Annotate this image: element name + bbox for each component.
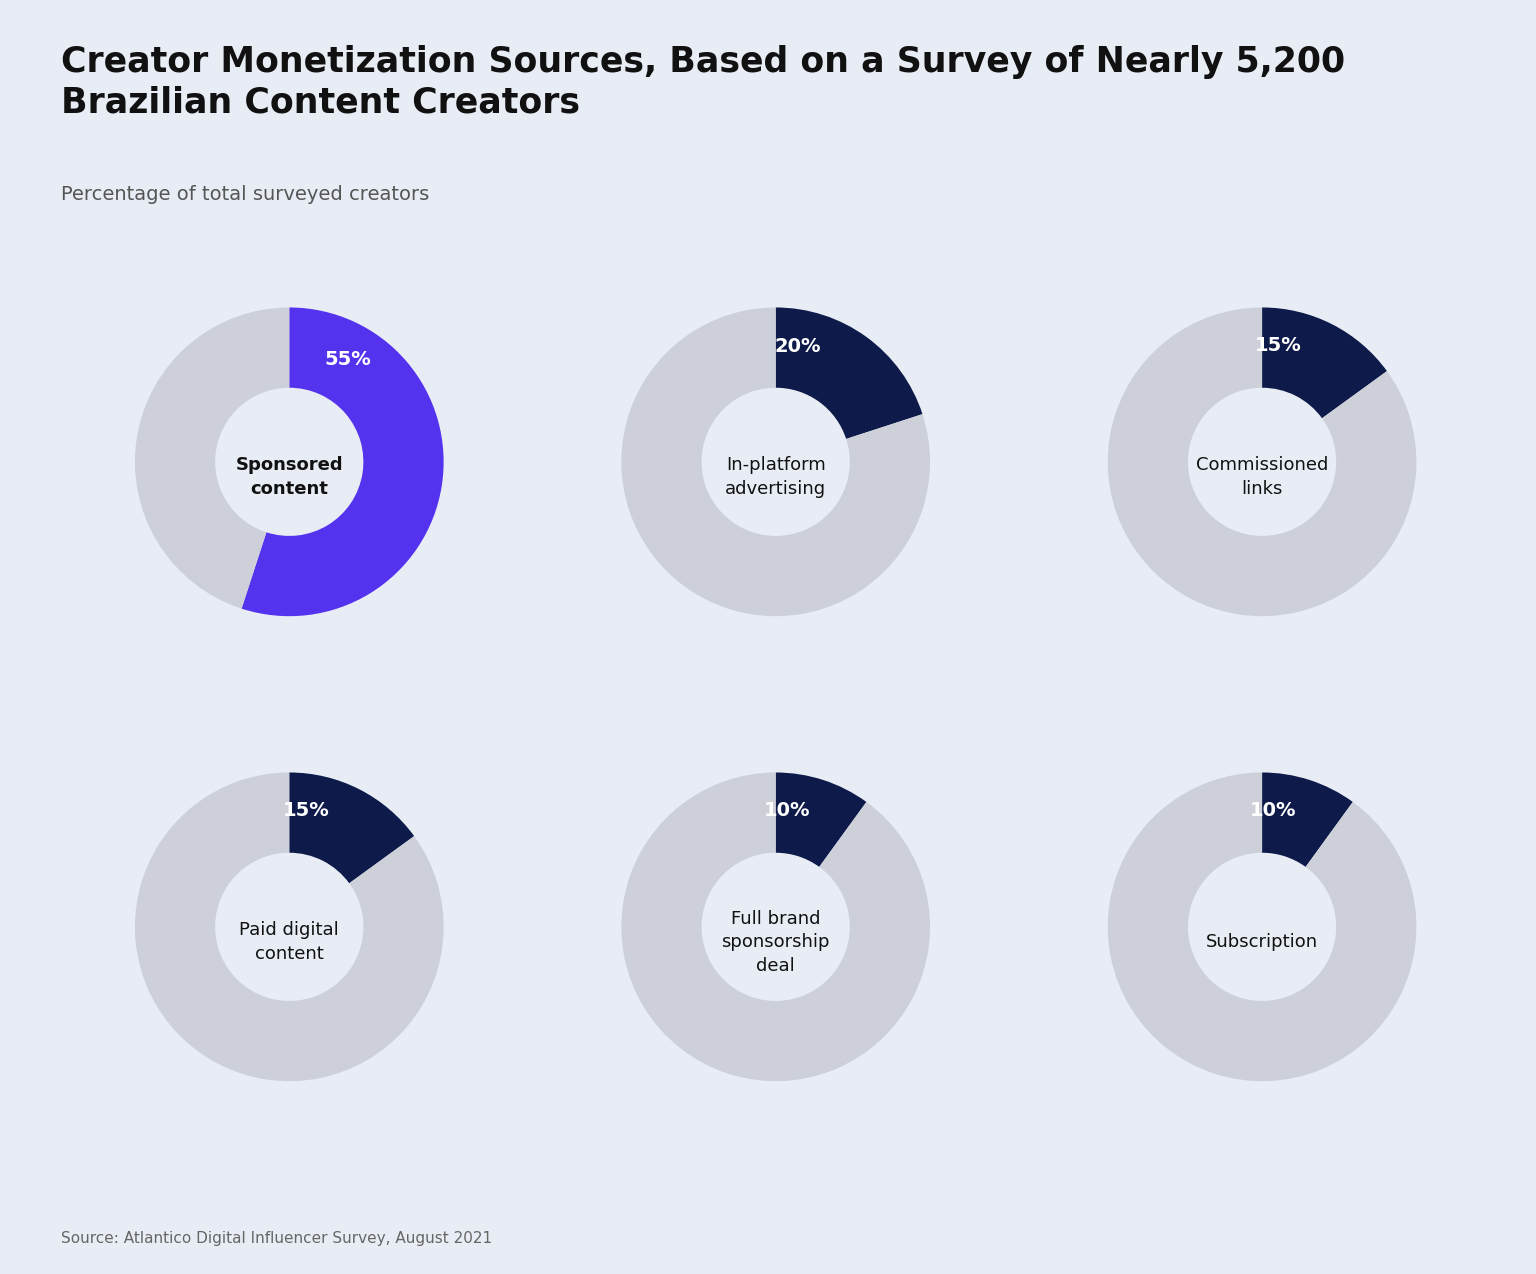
Text: 20%: 20% [774,338,820,357]
Text: In-platform
advertising: In-platform advertising [725,456,826,498]
Wedge shape [241,307,444,617]
Text: Sponsored
content: Sponsored content [235,456,343,498]
Wedge shape [776,307,923,440]
Text: Commissioned
links: Commissioned links [1197,456,1329,498]
Text: Subscription: Subscription [1206,934,1318,952]
Wedge shape [1263,772,1353,866]
Wedge shape [1263,307,1387,418]
Wedge shape [622,772,929,1082]
Text: 15%: 15% [1255,336,1303,355]
Wedge shape [1107,307,1416,617]
Text: 10%: 10% [1250,800,1296,819]
Wedge shape [135,307,289,609]
Wedge shape [135,772,444,1082]
Text: 15%: 15% [283,801,329,820]
Wedge shape [289,772,415,883]
Text: 55%: 55% [324,350,370,369]
Text: 10%: 10% [763,800,809,819]
Text: Percentage of total surveyed creators: Percentage of total surveyed creators [61,185,430,204]
Text: Full brand
sponsorship
deal: Full brand sponsorship deal [722,910,829,975]
Text: Creator Monetization Sources, Based on a Survey of Nearly 5,200
Brazilian Conten: Creator Monetization Sources, Based on a… [61,45,1346,120]
Text: Paid digital
content: Paid digital content [240,921,339,963]
Wedge shape [1107,772,1416,1082]
Text: Source: Atlantico Digital Influencer Survey, August 2021: Source: Atlantico Digital Influencer Sur… [61,1231,493,1246]
Wedge shape [622,307,929,617]
Wedge shape [776,772,866,866]
